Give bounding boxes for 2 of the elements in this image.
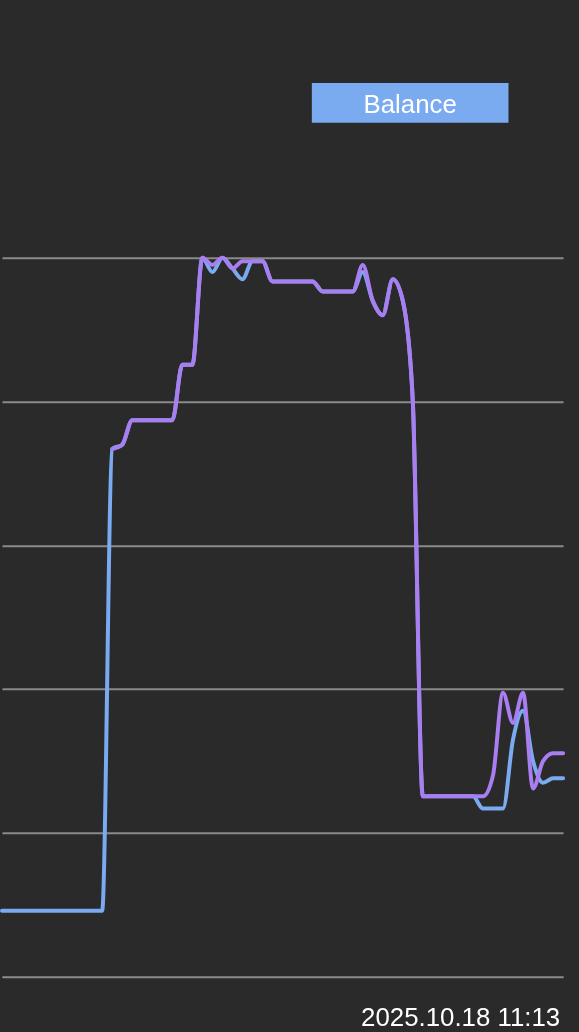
text: 2025.10.18 11:13 — [361, 1003, 561, 1032]
text: Balance — [363, 89, 457, 118]
